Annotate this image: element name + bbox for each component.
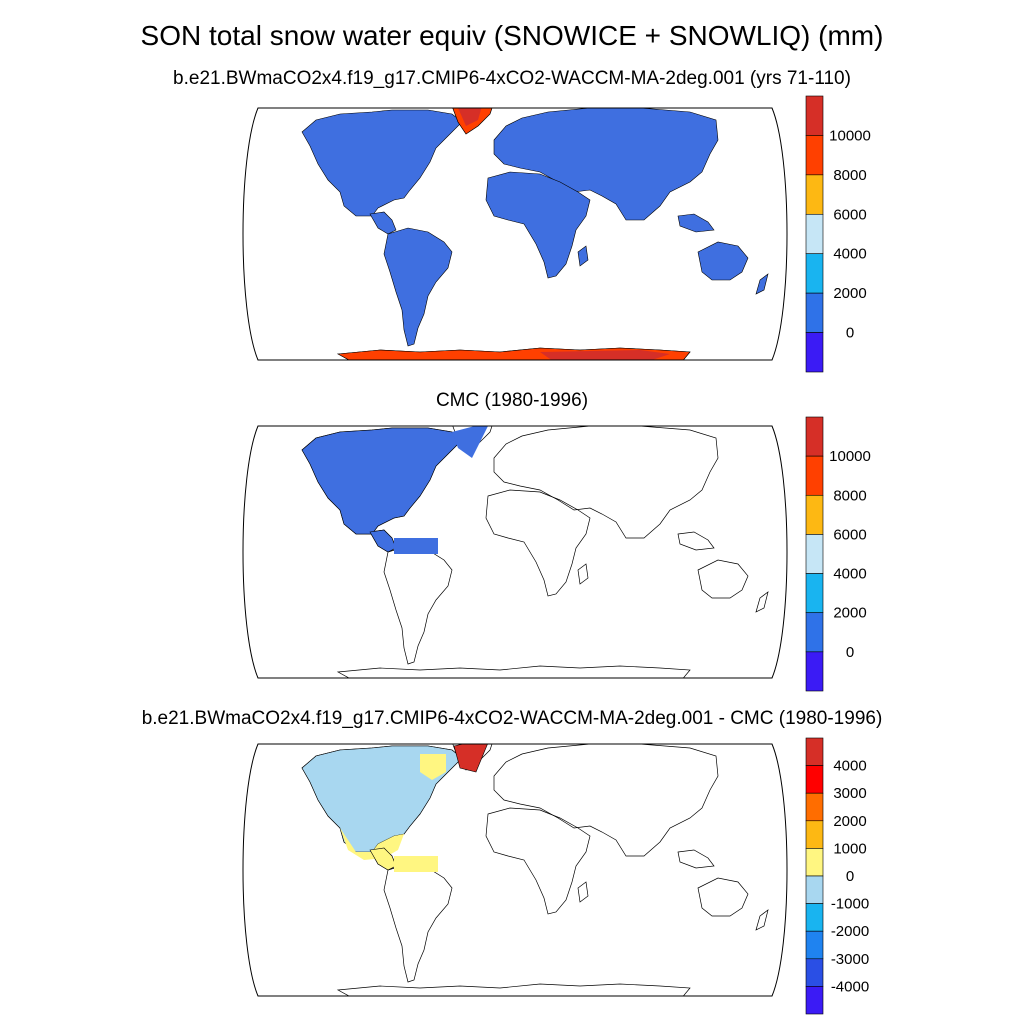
colorbar-swatch (805, 494, 824, 535)
diff-pos-arctic (420, 754, 446, 780)
colorbar-swatch (805, 416, 824, 457)
colorbar-tick-label: 10000 (829, 448, 871, 465)
model-land-snow (301, 108, 769, 360)
colorbar-swatch (805, 848, 824, 877)
colorbar-tick-label: 1000 (833, 840, 866, 857)
antarctica-ice-high (540, 350, 670, 360)
map-border (242, 107, 788, 361)
map-panel-1 (242, 107, 788, 361)
colorbar-tick-label: 10000 (829, 127, 871, 144)
colorbar-swatch (805, 253, 824, 294)
colorbar-tick-label: -4000 (831, 978, 869, 995)
colorbar-swatch (805, 765, 824, 794)
colorbar-swatch (805, 332, 824, 373)
colorbar-swatch (805, 213, 824, 255)
colorbar-swatch (805, 930, 824, 960)
colorbar-swatch (805, 612, 824, 653)
cmc-central-america (369, 529, 397, 553)
colorbar-tick-label: 0 (846, 325, 854, 342)
colorbar-tick-label: 2000 (833, 605, 866, 622)
main-title: SON total snow water equiv (SNOWICE + SN… (140, 20, 884, 51)
colorbar-swatch (805, 958, 824, 987)
colorbar-tick-label: 3000 (833, 785, 866, 802)
panel-1-title: b.e21.BWmaCO2x4.f19_g17.CMIP6-4xCO2-WACC… (173, 68, 851, 89)
cmc-greenland-edge (452, 426, 490, 458)
colorbar-swatch (805, 903, 824, 932)
cmc-caribbean (394, 538, 438, 554)
colorbar-panel-1: 10000 8000 6000 4000 2000 0 (805, 95, 871, 373)
colorbar-swatch (805, 651, 824, 692)
map-border (242, 743, 788, 997)
colorbar-tick-label: -3000 (831, 951, 869, 968)
colorbar-tick-label: 0 (846, 868, 854, 885)
colorbar-swatch (805, 875, 824, 904)
panel-2-title: CMC (1980-1996) (435, 390, 589, 411)
diff-caribbean (394, 856, 438, 872)
colorbar-swatch (805, 986, 824, 1015)
colorbar-tick-label: 4000 (833, 758, 866, 775)
colorbar-panel-3: 4000 3000 2000 1000 0 -1000 -2000 -3000 -4000 (805, 737, 869, 1015)
map-border (242, 425, 788, 679)
colorbar-swatch (805, 534, 824, 574)
panel-3-title: b.e21.BWmaCO2x4.f19_g17.CMIP6-4xCO2-WACC… (141, 708, 883, 729)
colorbar-swatch (805, 573, 824, 614)
colorbar-tick-label: 4000 (833, 566, 866, 583)
diff-greenland (453, 744, 491, 773)
colorbar-tick-label: 4000 (833, 246, 866, 263)
colorbar-tick-label: 2000 (833, 813, 866, 830)
greenland-ice-high (458, 108, 482, 126)
colorbar-swatch (805, 737, 824, 766)
colorbar-tick-label: 0 (846, 644, 854, 661)
map-panel-3 (242, 743, 788, 997)
colorbar-tick-label: 6000 (833, 206, 866, 223)
colorbar-tick-label: -1000 (831, 896, 869, 913)
colorbar-swatch (805, 174, 824, 215)
colorbar-tick-label: 8000 (833, 487, 866, 504)
colorbar-tick-label: -2000 (831, 923, 869, 940)
colorbar-swatch (805, 135, 824, 176)
colorbar-tick-label: 8000 (833, 167, 866, 184)
colorbar-swatch (805, 292, 824, 333)
colorbar-swatch (805, 792, 824, 822)
colorbar-swatch (805, 820, 824, 849)
colorbar-swatch (805, 455, 824, 496)
map-panel-2 (242, 425, 788, 679)
colorbar-swatch (805, 95, 824, 136)
colorbar-tick-label: 6000 (833, 526, 866, 543)
cmc-north-america (301, 427, 463, 535)
colorbar-tick-label: 2000 (833, 285, 866, 302)
colorbar-panel-2: 10000 8000 6000 4000 2000 0 (805, 416, 871, 692)
